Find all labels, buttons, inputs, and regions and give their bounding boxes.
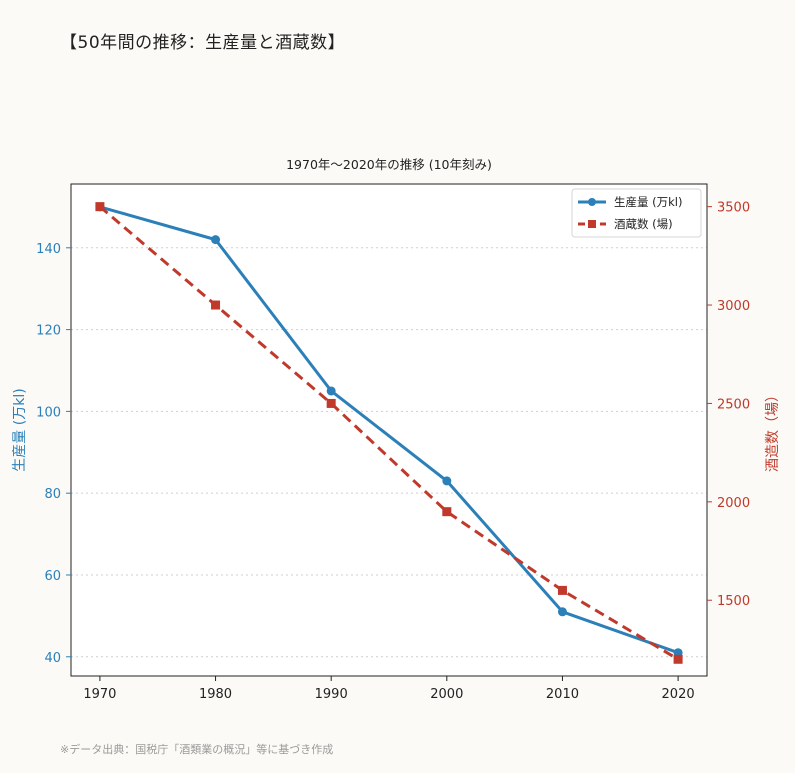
x-tick-label: 1990 [315, 687, 348, 702]
series-layer [95, 202, 683, 664]
chart-title: 1970年〜2020年の推移 (10年刻み) [286, 157, 492, 172]
legend: 生産量 (万kl) 酒蔵数 (場) [571, 188, 702, 238]
y-right-tick-label: 3000 [717, 299, 750, 314]
production-point [326, 386, 336, 396]
legend-production-marker [588, 198, 596, 206]
y-left-tick-label: 140 [36, 242, 61, 257]
legend-production-label: 生産量 (万kl) [614, 195, 682, 209]
gridlines [71, 247, 707, 658]
x-tick-label: 2000 [430, 687, 463, 702]
y-left-tick-label: 80 [44, 487, 61, 502]
y-right-tick-label: 2000 [717, 496, 750, 511]
breweries-point [211, 300, 221, 310]
page-title: 【50年間の推移：生産量と酒蔵数】 [60, 33, 346, 53]
plot-frame [70, 183, 708, 677]
y-right-tick-label: 2500 [717, 397, 750, 412]
production-point [211, 235, 221, 245]
y-left-tick-label: 100 [36, 405, 61, 420]
y-left-tick-label: 40 [44, 651, 61, 666]
production-point [557, 607, 567, 617]
production-point [442, 476, 452, 486]
plot-area [71, 184, 707, 676]
y-axis-left-label: 生産量 (万kl) [12, 388, 28, 471]
x-tick-label: 2010 [546, 687, 579, 702]
data-source-note: ※データ出典：国税庁「酒類業の概況」等に基づき作成 [60, 743, 334, 756]
production-line [99, 205, 679, 655]
x-tick-label: 1970 [83, 687, 116, 702]
breweries-point [557, 585, 567, 595]
breweries-point [442, 507, 452, 517]
y-left-tick-label: 120 [36, 324, 61, 339]
axes: 40 60 80 100 120 140 1500 2000 2500 3000 3500 1970 1… [36, 201, 750, 702]
y-right-tick-label: 1500 [717, 594, 750, 609]
y-axis-right-label: 酒造数（場） [765, 388, 781, 472]
x-tick-label: 2020 [662, 687, 695, 702]
x-tick-label: 1980 [199, 687, 232, 702]
breweries-point [326, 398, 336, 408]
legend-breweries-label: 酒蔵数 (場) [614, 217, 673, 231]
legend-breweries-marker [588, 220, 596, 228]
y-right-tick-label: 3500 [717, 201, 750, 216]
y-left-tick-label: 60 [44, 569, 61, 584]
breweries-line [98, 205, 679, 661]
breweries-point [673, 654, 683, 664]
breweries-point [95, 202, 105, 212]
